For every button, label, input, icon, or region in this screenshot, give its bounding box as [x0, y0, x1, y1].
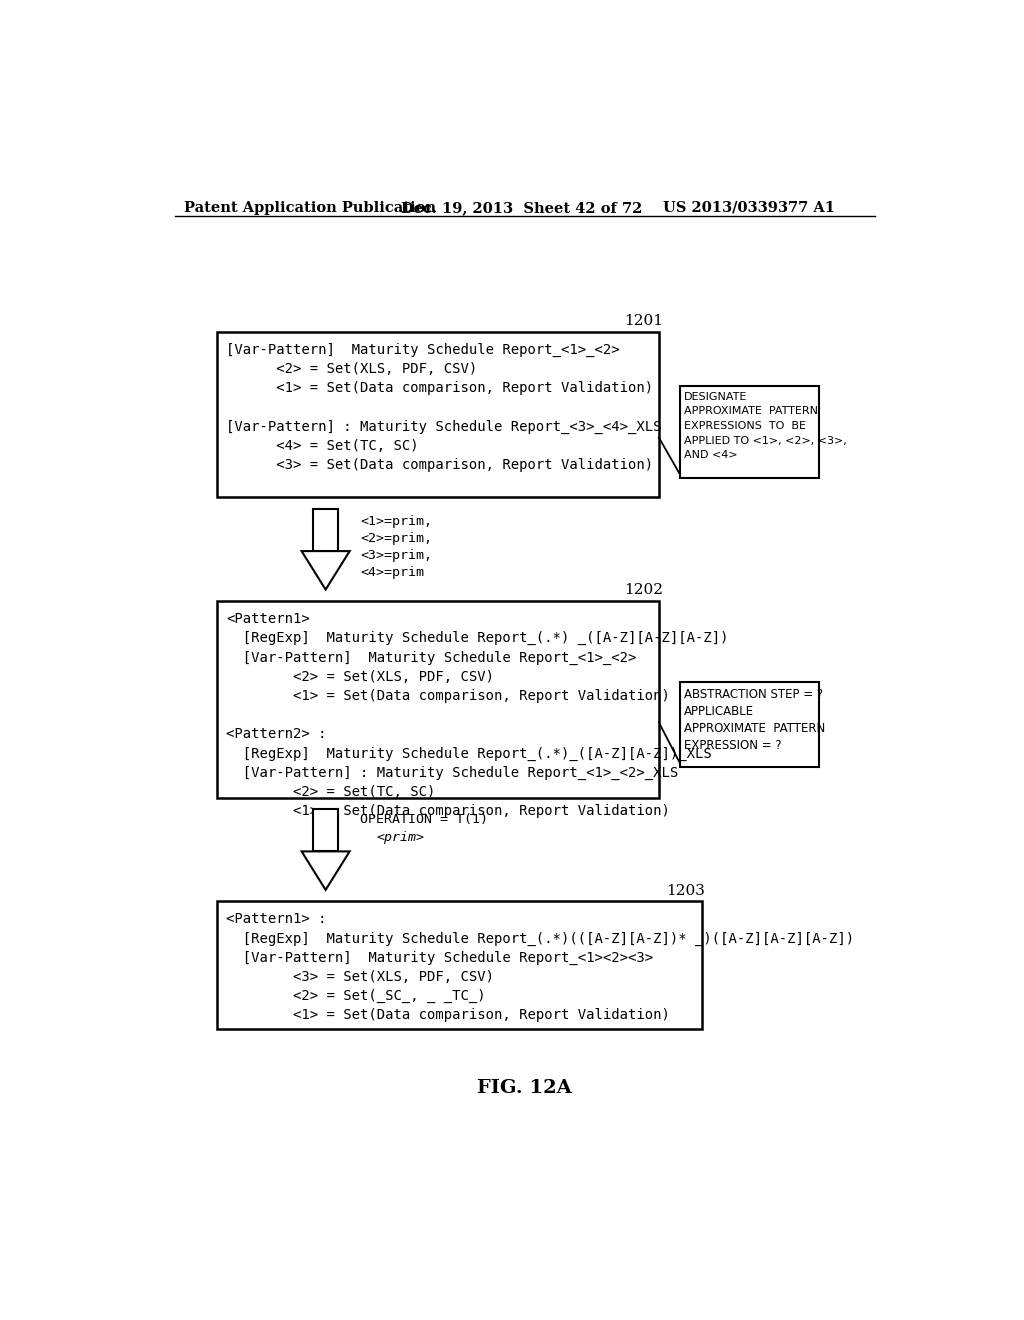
Text: <3> = Set(Data comparison, Report Validation): <3> = Set(Data comparison, Report Valida…	[226, 458, 653, 473]
Text: [Var-Pattern]  Maturity Schedule Report_<1>_<2>: [Var-Pattern] Maturity Schedule Report_<…	[226, 342, 621, 356]
Bar	[217, 331, 658, 498]
Text: <2> = Set(TC, SC): <2> = Set(TC, SC)	[226, 785, 436, 799]
Text: APPROXIMATE  PATTERN: APPROXIMATE PATTERN	[684, 407, 818, 416]
Text: 1201: 1201	[624, 314, 663, 327]
Text: <1> = Set(Data comparison, Report Validation): <1> = Set(Data comparison, Report Valida…	[226, 689, 671, 704]
Text: OPERATION = T(1): OPERATION = T(1)	[360, 813, 488, 826]
Text: <2> = Set(XLS, PDF, CSV): <2> = Set(XLS, PDF, CSV)	[226, 669, 495, 684]
Text: FIG. 12A: FIG. 12A	[477, 1078, 572, 1097]
Bar	[313, 809, 338, 851]
Text: <4> = Set(TC, SC): <4> = Set(TC, SC)	[226, 438, 419, 453]
Text: DESIGNATE: DESIGNATE	[684, 392, 748, 401]
Text: <1> = Set(Data comparison, Report Validation): <1> = Set(Data comparison, Report Valida…	[226, 804, 671, 818]
Bar	[680, 385, 819, 478]
Text: APPLIED TO <1>, <2>, <3>,: APPLIED TO <1>, <2>, <3>,	[684, 436, 847, 446]
Text: <2> = Set(_SC_, _ _TC_): <2> = Set(_SC_, _ _TC_)	[226, 989, 486, 1003]
Text: [RegExp]  Maturity Schedule Report_(.*)(([A-Z][A-Z])* _)([A-Z][A-Z][A-Z]): [RegExp] Maturity Schedule Report_(.*)((…	[226, 932, 855, 945]
Text: ABSTRACTION STEP = ?: ABSTRACTION STEP = ?	[684, 688, 823, 701]
Text: Patent Application Publication: Patent Application Publication	[183, 201, 436, 215]
Bar	[313, 508, 338, 552]
Text: <2>=prim,: <2>=prim,	[360, 532, 432, 545]
Text: AND <4>: AND <4>	[684, 450, 737, 461]
Polygon shape	[302, 552, 349, 590]
Text: [Var-Pattern] : Maturity Schedule Report_<3>_<4>_XLS: [Var-Pattern] : Maturity Schedule Report…	[226, 420, 662, 433]
Bar	[217, 601, 658, 797]
Text: [Var-Pattern] : Maturity Schedule Report_<1>_<2>_XLS: [Var-Pattern] : Maturity Schedule Report…	[226, 766, 679, 780]
Text: [RegExp]  Maturity Schedule Report_(.*) _([A-Z][A-Z][A-Z]): [RegExp] Maturity Schedule Report_(.*) _…	[226, 631, 729, 645]
Text: <2> = Set(XLS, PDF, CSV): <2> = Set(XLS, PDF, CSV)	[226, 362, 477, 376]
Text: [RegExp]  Maturity Schedule Report_(.*)_([A-Z][A-Z])_XLS: [RegExp] Maturity Schedule Report_(.*)_(…	[226, 747, 712, 760]
Text: <Pattern2> :: <Pattern2> :	[226, 727, 327, 742]
Text: [Var-Pattern]  Maturity Schedule Report_<1><2><3>: [Var-Pattern] Maturity Schedule Report_<…	[226, 950, 653, 965]
Text: 1202: 1202	[624, 583, 663, 598]
Text: <3>=prim,: <3>=prim,	[360, 549, 432, 562]
Text: 1203: 1203	[667, 883, 706, 898]
Bar	[680, 682, 819, 767]
Polygon shape	[302, 851, 349, 890]
Text: APPLICABLE: APPLICABLE	[684, 705, 754, 718]
Text: <prim>: <prim>	[376, 830, 424, 843]
Text: Dec. 19, 2013  Sheet 42 of 72: Dec. 19, 2013 Sheet 42 of 72	[400, 201, 642, 215]
Text: [Var-Pattern]  Maturity Schedule Report_<1>_<2>: [Var-Pattern] Maturity Schedule Report_<…	[226, 651, 637, 664]
Text: <1> = Set(Data comparison, Report Validation): <1> = Set(Data comparison, Report Valida…	[226, 1008, 671, 1023]
Text: US 2013/0339377 A1: US 2013/0339377 A1	[663, 201, 835, 215]
Text: <Pattern1> :: <Pattern1> :	[226, 912, 327, 927]
Text: <4>=prim: <4>=prim	[360, 566, 425, 578]
Bar	[217, 902, 701, 1028]
Text: <Pattern1>: <Pattern1>	[226, 612, 310, 626]
Text: EXPRESSIONS  TO  BE: EXPRESSIONS TO BE	[684, 421, 806, 430]
Text: EXPRESSION = ?: EXPRESSION = ?	[684, 739, 781, 752]
Text: <3> = Set(XLS, PDF, CSV): <3> = Set(XLS, PDF, CSV)	[226, 970, 495, 983]
Text: <1>=prim,: <1>=prim,	[360, 515, 432, 528]
Text: <1> = Set(Data comparison, Report Validation): <1> = Set(Data comparison, Report Valida…	[226, 381, 653, 395]
Text: APPROXIMATE  PATTERN: APPROXIMATE PATTERN	[684, 722, 825, 735]
